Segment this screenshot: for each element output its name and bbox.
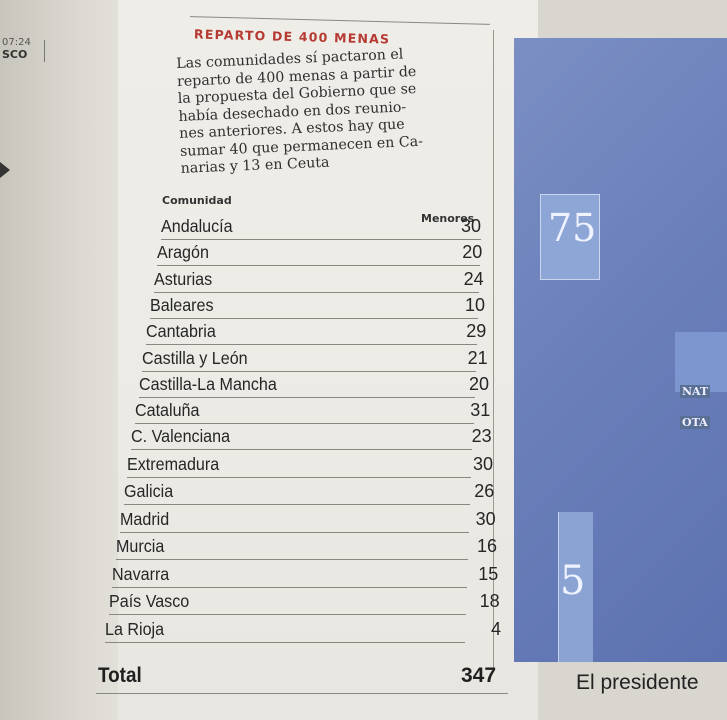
row-community: Aragón [157, 242, 210, 263]
table-row: Castilla y León 21 [142, 347, 488, 372]
row-minors: 20 [462, 242, 483, 263]
row-minors: 20 [468, 373, 489, 394]
news-photo: 75 NAT OTA 5 [514, 38, 727, 662]
row-community: Navarra [112, 563, 170, 584]
row-rule [161, 239, 481, 240]
row-community: Asturias [153, 268, 212, 289]
table-row: Extremadura 30 [127, 453, 493, 478]
photo-sign-left [540, 194, 600, 280]
photo-sign-right [675, 332, 727, 392]
article-column [118, 0, 538, 720]
row-community: Andalucía [161, 216, 233, 236]
column-header-community: Comunidad [162, 194, 232, 207]
row-minors: 21 [467, 347, 488, 368]
table-row: Andalucía 30 [161, 216, 481, 240]
table-row: Aragón 20 [157, 242, 483, 267]
row-community: La Rioja [105, 618, 165, 639]
row-rule [142, 370, 476, 372]
row-minors: 24 [463, 268, 484, 289]
row-rule [119, 531, 470, 533]
photo-sign-text-3: OTA [680, 416, 710, 429]
table-row: Galicia 26 [123, 481, 494, 506]
row-community: C. Valenciana [131, 426, 231, 447]
total-value: 347 [461, 664, 497, 687]
row-community: Extremadura [127, 453, 220, 474]
total-label: Total [98, 664, 142, 687]
intro-paragraph: Las comunidades sí pactaron el reparto de… [176, 43, 486, 178]
row-minors: 10 [464, 294, 485, 315]
row-rule [131, 449, 473, 451]
row-community: Baleares [149, 294, 214, 315]
left-page-time: 07:24 [2, 37, 31, 48]
column-divider [493, 30, 494, 670]
row-minors: 15 [478, 563, 499, 584]
row-minors: 31 [470, 400, 491, 421]
row-rule [112, 586, 468, 588]
left-page-arrow-icon [0, 162, 10, 178]
row-rule [157, 265, 480, 267]
photo-sign-text-4: 5 [560, 558, 586, 604]
row-minors: 30 [460, 216, 481, 236]
row-rule [127, 476, 472, 478]
row-rule [134, 423, 474, 425]
row-rule [153, 291, 479, 293]
column-header-minors: Menores [421, 212, 475, 225]
row-rule [146, 344, 477, 346]
row-rule [123, 504, 471, 506]
row-minors: 29 [466, 321, 487, 342]
table-row: Asturias 24 [153, 268, 484, 293]
row-minors: 18 [479, 591, 500, 612]
row-rule [138, 396, 475, 398]
row-rule [108, 614, 467, 616]
total-rule [96, 693, 508, 694]
row-minors: 23 [471, 426, 492, 447]
table-row: Cataluña 31 [134, 400, 490, 425]
photo-sign-text-2: NAT [680, 385, 711, 398]
row-community: Cataluña [134, 400, 200, 421]
row-rule [116, 559, 469, 561]
row-minors: 26 [474, 481, 495, 502]
table-row: Murcia 16 [116, 536, 497, 561]
table-row: Castilla-La Mancha 20 [138, 373, 489, 398]
row-community: Cantabria [146, 321, 216, 342]
row-rule [149, 317, 478, 319]
table-row: Madrid 30 [119, 508, 496, 533]
table-row: País Vasco 18 [108, 591, 500, 616]
table-row: Navarra 15 [112, 563, 498, 588]
left-page-rule [44, 40, 45, 62]
row-community: País Vasco [108, 591, 189, 612]
row-minors: 30 [475, 508, 496, 529]
table-row: C. Valenciana 23 [131, 426, 492, 451]
row-minors: 16 [476, 536, 497, 557]
table-row: Cantabria 29 [146, 321, 486, 346]
left-page-place: SCO [2, 48, 28, 61]
adjacent-page: 07:24 SCO [0, 0, 135, 720]
row-community: Murcia [116, 536, 165, 557]
photo-caption: El presidente [576, 671, 699, 694]
table-row: La Rioja 4 [105, 618, 501, 643]
row-community: Castilla y León [142, 347, 248, 368]
row-community: Castilla-La Mancha [138, 373, 277, 394]
row-community: Galicia [123, 481, 173, 502]
row-community: Madrid [119, 508, 170, 529]
photo-sign-bottom [558, 512, 593, 662]
row-rule [105, 641, 465, 643]
row-minors: 4 [490, 618, 501, 639]
photo-sign-text-1: 75 [548, 206, 597, 250]
table-row: Baleares 10 [149, 294, 485, 319]
row-minors: 30 [472, 453, 493, 474]
